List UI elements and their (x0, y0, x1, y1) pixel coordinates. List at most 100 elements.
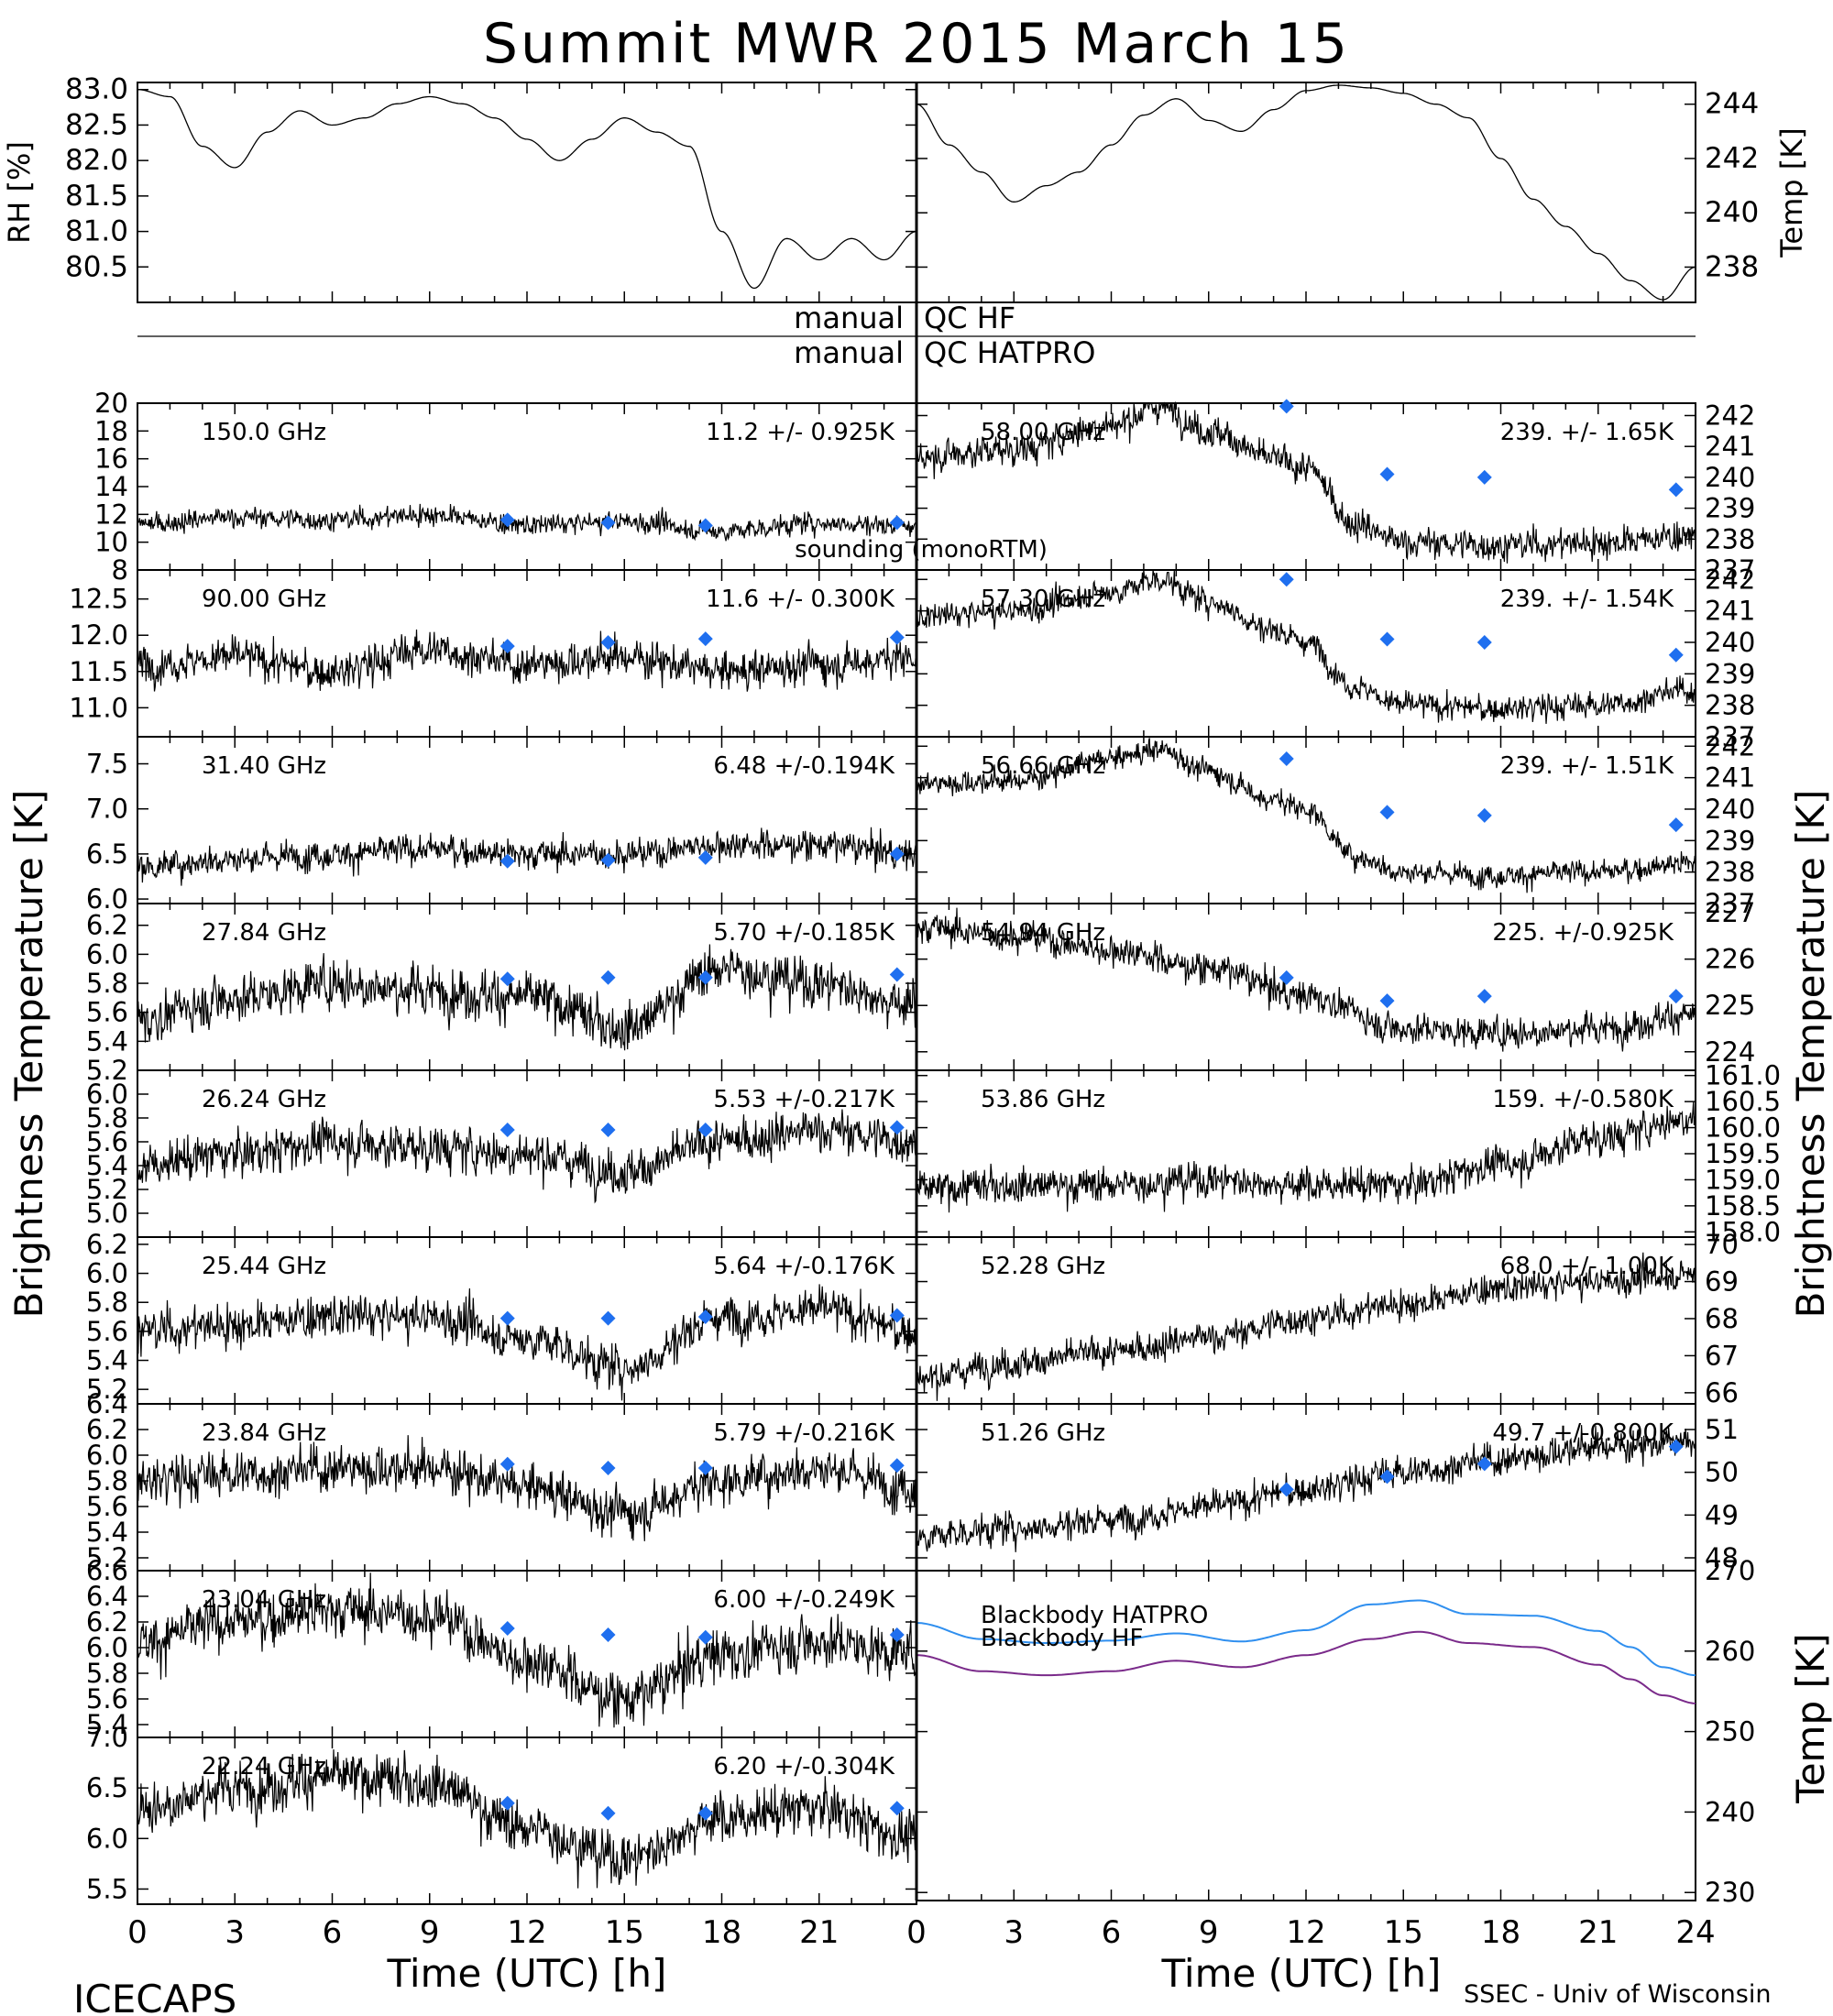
y-tick-label: 5.6 (86, 997, 128, 1028)
blackbody-series-0 (916, 1599, 1696, 1677)
y-tick-label: 6.4 (86, 1581, 128, 1612)
panel-bt_left-3: 11.0 11.5 12.0 12.5 90.00 GHz 11.6 +/- 0.300K (69, 569, 917, 738)
x-tick-label-right: 21 (1578, 1914, 1618, 1951)
sonde-marker (1668, 482, 1684, 498)
y-tick-label: 12 (94, 499, 128, 530)
data-trace (916, 907, 1696, 1052)
channel-stat: 5.64 +/-0.176K (713, 1253, 895, 1280)
y-tick-label: 238 (1705, 857, 1755, 888)
y-tick-label: 240 (1705, 196, 1759, 229)
sonde-marker (1379, 805, 1395, 820)
y-tick-label: 240 (1705, 462, 1755, 493)
sonde-marker (499, 512, 515, 528)
sonde-marker (600, 1805, 616, 1821)
y-tick-label: 68 (1705, 1303, 1739, 1334)
y-tick-label: 161.0 (1705, 1060, 1781, 1091)
y-tick-label: 7.0 (86, 794, 128, 825)
sonde-marker (889, 1120, 905, 1135)
panel-frame (137, 82, 917, 303)
y-tick-label: 6.0 (86, 883, 128, 915)
sonde-marker (1279, 970, 1294, 985)
sonde-marker (1668, 647, 1684, 663)
y-tick-label: 227 (1705, 897, 1755, 928)
blackbody-series-label: Blackbody HF (981, 1625, 1143, 1652)
y-tick-label: 5.2 (86, 1374, 128, 1405)
y-tick-label: 239 (1705, 493, 1755, 524)
y-tick-label: 18 (94, 415, 128, 446)
sonde-marker (1476, 1456, 1492, 1472)
rh-axis-label: RH [%] (2, 141, 37, 244)
channel-label: 27.84 GHz (202, 919, 326, 947)
y-tick-label: 237 (1705, 721, 1755, 752)
x-tick-label-left: 6 (323, 1914, 343, 1951)
sonde-marker (1279, 751, 1294, 767)
channel-label: 57.30 GHz (981, 586, 1105, 613)
data-trace (916, 1425, 1696, 1552)
y-tick-label: 237 (1705, 554, 1755, 586)
y-tick-label: 242 (1705, 730, 1755, 761)
panel-bt_right-14: 224 225 226 227 54.94 GHz 225. +/-0.925K (916, 897, 1755, 1071)
sonde-marker (1279, 572, 1294, 587)
data-trace (137, 827, 917, 886)
y-tick-label: 81.5 (65, 180, 128, 213)
y-tick-label: 50 (1705, 1457, 1739, 1488)
sonde-marker (889, 515, 905, 531)
sonde-marker (889, 967, 905, 982)
channel-label: 26.24 GHz (202, 1086, 326, 1113)
y-tick-label: 5.8 (86, 1658, 128, 1689)
y-tick-label: 241 (1705, 596, 1755, 627)
panel-bt_left-10: 5.5 6.0 6.5 7.0 22.24 GHz 6.20 +/-0.304K (86, 1722, 917, 1905)
blackbody-series-1 (916, 1630, 1696, 1704)
data-trace (137, 89, 917, 290)
y-tick-label: 230 (1705, 1877, 1755, 1908)
data-trace (137, 944, 917, 1051)
sonde-marker (600, 970, 616, 985)
y-tick-label: 82.0 (65, 144, 128, 177)
sonde-marker (697, 970, 713, 985)
sonde-marker (697, 1629, 713, 1645)
channel-stat: 68.0 +/- 1.00K (1500, 1253, 1674, 1280)
sonde-marker (1476, 989, 1492, 1004)
sonde-marker (889, 1801, 905, 1816)
y-tick-label: 5.6 (86, 1126, 128, 1157)
channel-label: 58.00 GHz (981, 419, 1105, 446)
y-tick-label: 159.0 (1705, 1164, 1781, 1195)
y-tick-label: 48 (1705, 1542, 1739, 1573)
y-tick-label: 5.2 (86, 1174, 128, 1205)
y-tick-label: 270 (1705, 1555, 1755, 1586)
y-tick-label: 5.4 (86, 1517, 128, 1548)
qc-hf-manual-label: manual (794, 301, 904, 335)
sonde-marker (1476, 634, 1492, 650)
y-tick-label: 250 (1705, 1716, 1755, 1748)
data-trace (137, 1749, 917, 1889)
temp-top-axis-label: Temp [K] (1774, 127, 1809, 257)
x-tick-label-left: 9 (420, 1914, 440, 1951)
y-tick-label: 6.2 (86, 1229, 128, 1260)
y-tick-label: 6.2 (86, 1414, 128, 1445)
y-tick-label: 242 (1705, 142, 1759, 175)
x-tick-label-right: 15 (1384, 1914, 1423, 1951)
x-tick-label-right: 6 (1102, 1914, 1122, 1951)
sonde-marker (1279, 399, 1294, 414)
y-tick-label: 6.2 (86, 1606, 128, 1638)
data-trace (137, 1109, 917, 1204)
y-tick-label: 8 (112, 554, 128, 586)
y-tick-label: 7.0 (86, 1722, 128, 1753)
y-tick-label: 239 (1705, 825, 1755, 856)
y-tick-label: 81.0 (65, 215, 128, 248)
x-tick-label-left: 15 (605, 1914, 644, 1951)
y-tick-label: 5.8 (86, 1102, 128, 1134)
y-tick-label: 244 (1705, 88, 1759, 121)
x-tick-label-right: 24 (1675, 1914, 1715, 1951)
channel-label: 22.24 GHz (202, 1753, 326, 1780)
y-tick-label: 70 (1705, 1229, 1739, 1260)
data-trace (137, 629, 917, 692)
sonde-marker (499, 1795, 515, 1811)
y-tick-label: 83.0 (65, 73, 128, 106)
channel-stat: 11.6 +/- 0.300K (706, 586, 895, 613)
panels: 80.581.081.582.082.583.02382402422448101… (65, 73, 1781, 1951)
y-tick-label: 6.0 (86, 1079, 128, 1110)
sonde-marker (600, 515, 616, 531)
